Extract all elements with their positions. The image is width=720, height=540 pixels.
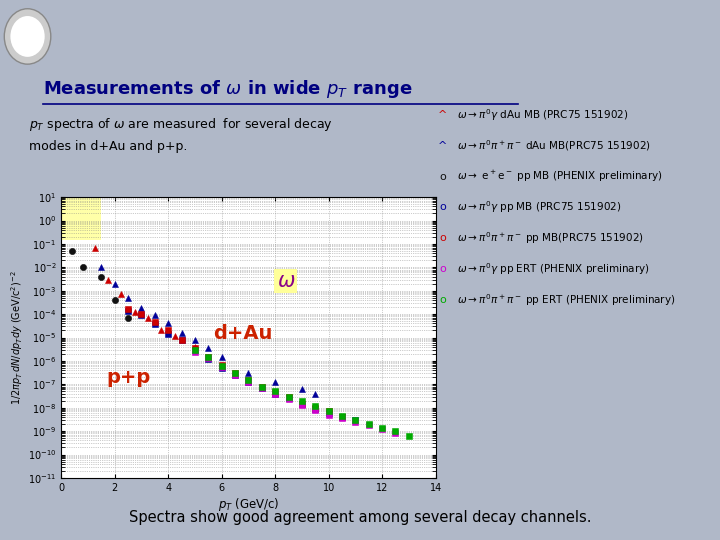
Text: $\omega{\to}\pi^0\gamma$ dAu MB (PRC75 151902): $\omega{\to}\pi^0\gamma$ dAu MB (PRC75 1… — [457, 107, 629, 123]
Text: ^: ^ — [438, 141, 448, 151]
Text: $\omega{\to}$ e$^+$e$^-$ pp MB (PHENIX preliminary): $\omega{\to}$ e$^+$e$^-$ pp MB (PHENIX p… — [457, 169, 663, 184]
X-axis label: $p_T$ (GeV/c): $p_T$ (GeV/c) — [217, 496, 279, 512]
Text: $\omega{\to}\pi^0\gamma$ pp ERT (PHENIX preliminary): $\omega{\to}\pi^0\gamma$ pp ERT (PHENIX … — [457, 261, 650, 277]
Text: o: o — [439, 264, 446, 274]
Text: d+Au: d+Au — [213, 324, 273, 343]
Text: p+p: p+p — [106, 368, 150, 387]
Text: $\omega{\to}\pi^0\pi^+\pi^-$ pp MB(PRC75 151902): $\omega{\to}\pi^0\pi^+\pi^-$ pp MB(PRC75… — [457, 230, 644, 246]
Text: o: o — [439, 172, 446, 181]
Text: o: o — [439, 202, 446, 212]
Text: $\omega{\to}\pi^0\gamma$ pp MB (PRC75 151902): $\omega{\to}\pi^0\gamma$ pp MB (PRC75 15… — [457, 199, 621, 215]
Text: $\omega{\to}\pi^0\pi^+\pi^-$ dAu MB(PRC75 151902): $\omega{\to}\pi^0\pi^+\pi^-$ dAu MB(PRC7… — [457, 138, 651, 153]
Text: modes in d+Au and p+p.: modes in d+Au and p+p. — [29, 140, 187, 153]
Text: ^: ^ — [438, 110, 448, 120]
Text: $\omega{\to}\pi^0\pi^+\pi^-$ pp ERT (PHENIX preliminary): $\omega{\to}\pi^0\pi^+\pi^-$ pp ERT (PHE… — [457, 292, 675, 308]
Text: Spectra show good agreement among several decay channels.: Spectra show good agreement among severa… — [129, 510, 591, 524]
Text: Measurements of $\omega$ in wide $p_T$ range: Measurements of $\omega$ in wide $p_T$ r… — [43, 78, 413, 100]
Text: o: o — [439, 295, 446, 305]
Circle shape — [4, 9, 51, 64]
Bar — [61, 197, 102, 240]
Y-axis label: $1/2\pi p_T\, dN/dp_T dy$ (GeV/c$^2$)$^{-2}$: $1/2\pi p_T\, dN/dp_T dy$ (GeV/c$^2$)$^{… — [9, 270, 25, 405]
Text: o: o — [439, 233, 446, 243]
Text: $p_T$ spectra of $\omega$ are measured  for several decay: $p_T$ spectra of $\omega$ are measured f… — [29, 116, 333, 133]
Text: $\omega$: $\omega$ — [276, 271, 295, 292]
Circle shape — [10, 16, 45, 57]
